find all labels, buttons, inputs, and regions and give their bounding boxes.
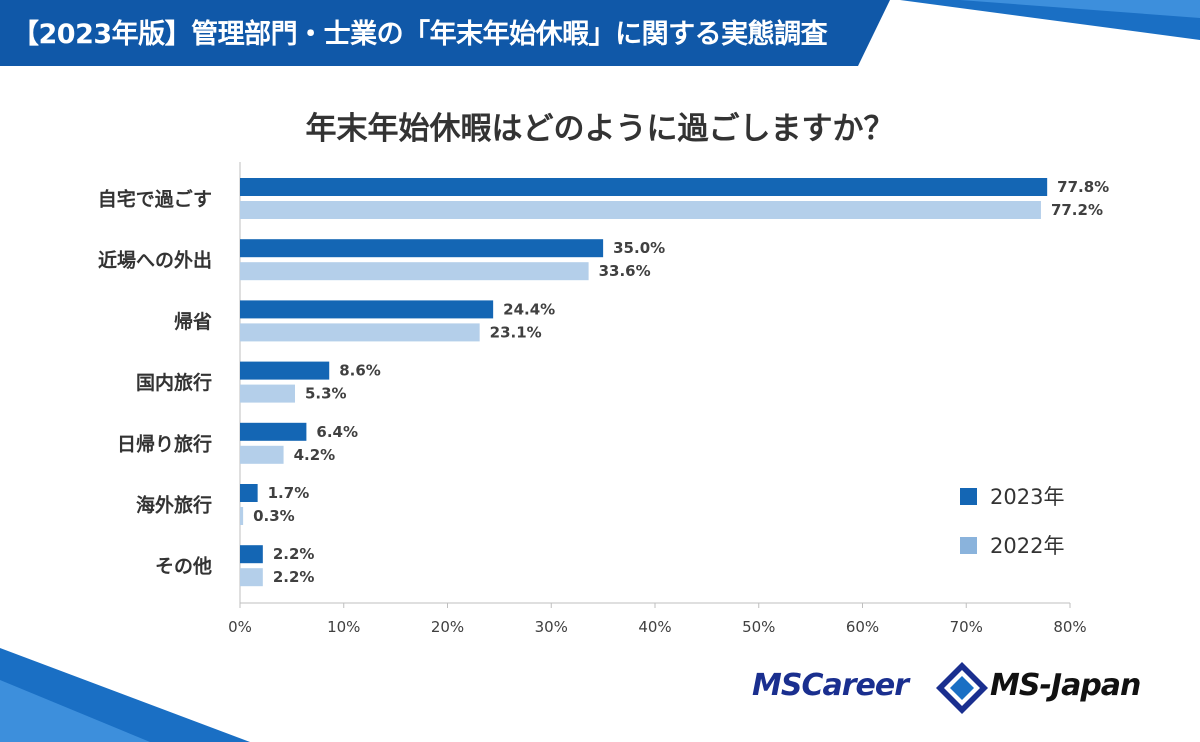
x-tick-label: 30%	[535, 618, 568, 636]
x-tick-label: 10%	[327, 618, 360, 636]
data-label: 0.3%	[253, 507, 295, 525]
legend-swatch	[960, 488, 977, 505]
bar-series-a	[240, 484, 258, 502]
data-label: 2.2%	[273, 568, 315, 586]
legend-label: 2023年	[990, 485, 1064, 509]
header-background	[0, 0, 1200, 66]
bar-series-b	[240, 445, 284, 464]
header-banner: 【2023年版】管理部門・士業の「年末年始休暇」に関する実態調査	[0, 0, 1200, 66]
x-tick-label: 50%	[742, 618, 775, 636]
x-tick-label: 0%	[228, 618, 252, 636]
data-label: 35.0%	[613, 239, 665, 257]
data-label: 5.3%	[305, 385, 347, 403]
bar-series-b	[240, 384, 295, 403]
category-label: 近場への外出	[98, 249, 212, 272]
data-label: 24.4%	[503, 300, 555, 318]
data-label: 77.2%	[1051, 201, 1103, 219]
category-label: 国内旅行	[136, 371, 212, 394]
bar-series-a	[240, 422, 307, 441]
bar-series-b	[240, 568, 263, 587]
mscareer-logo: MSCareer	[752, 668, 909, 703]
legend-swatch	[960, 537, 977, 554]
data-label: 33.6%	[599, 262, 651, 280]
bar-series-a	[240, 545, 263, 564]
ms-japan-mark-icon	[936, 662, 988, 714]
bar-series-a	[240, 239, 604, 258]
bar-series-a	[240, 178, 1048, 196]
category-label: 日帰り旅行	[117, 432, 212, 455]
category-label: 帰省	[174, 311, 212, 333]
data-label: 8.6%	[339, 362, 381, 380]
bar-series-a	[240, 361, 330, 380]
x-tick-label: 60%	[846, 618, 879, 636]
data-label: 2.2%	[273, 545, 315, 563]
x-tick-label: 20%	[431, 618, 464, 636]
x-tick-label: 40%	[638, 618, 671, 636]
data-label: 4.2%	[294, 446, 336, 464]
footer-decoration	[0, 648, 250, 742]
bar-series-a	[240, 300, 494, 319]
bar-chart: 0% 10% 20% 30% 40% 50% 60% 70% 80% 自宅で過ごす 77.8% 77.…	[98, 162, 1109, 636]
x-tick-label: 80%	[1053, 618, 1086, 636]
category-label: その他	[155, 555, 212, 578]
ms-japan-logo: MS-Japan	[990, 668, 1141, 703]
bar-series-b	[240, 201, 1041, 219]
bar-series-b	[240, 507, 244, 525]
page-title: 【2023年版】管理部門・士業の「年末年始休暇」に関する実態調査	[12, 19, 828, 50]
data-label: 23.1%	[490, 323, 542, 341]
bar-series-b	[240, 262, 589, 281]
x-tick-label: 70%	[950, 618, 983, 636]
footer-logos: MSCareer MS-Japan	[752, 660, 1152, 716]
bar-series-b	[240, 323, 480, 342]
category-label: 自宅で過ごす	[98, 188, 212, 211]
chart-title: 年末年始休暇はどのように過ごしますか？	[305, 111, 895, 147]
category-label: 海外旅行	[136, 494, 212, 517]
legend-label: 2022年	[990, 534, 1064, 558]
data-label: 1.7%	[268, 484, 310, 502]
data-label: 6.4%	[316, 423, 358, 441]
data-label: 77.8%	[1057, 178, 1109, 196]
